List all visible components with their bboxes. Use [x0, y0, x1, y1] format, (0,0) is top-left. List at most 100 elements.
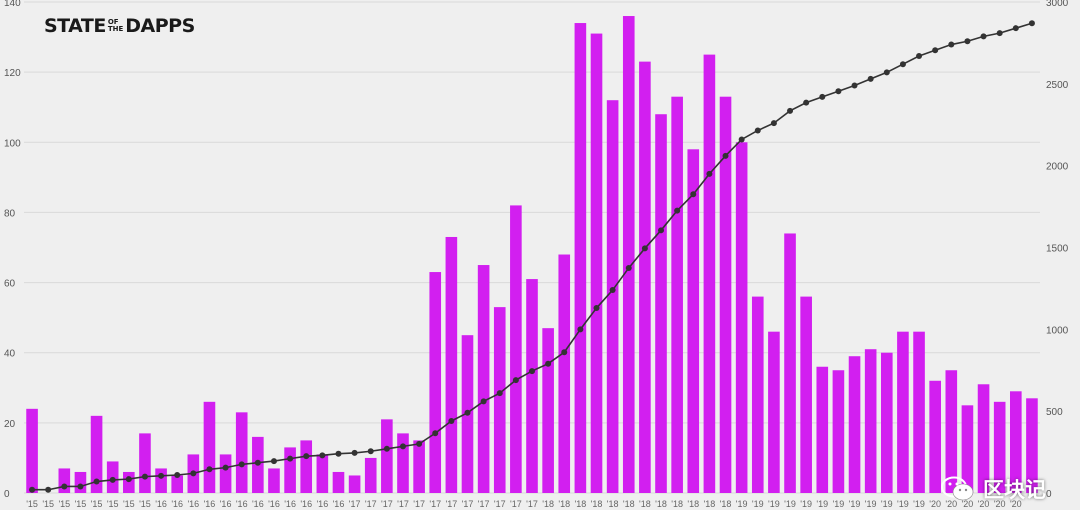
logo-text-state: STATE — [44, 15, 106, 37]
x-tick-label: '18 — [607, 499, 619, 509]
x-tick-label: '19 — [913, 499, 925, 509]
line-point — [335, 450, 342, 457]
bar — [655, 114, 667, 493]
line-point — [254, 459, 261, 466]
x-tick-label: '18 — [542, 499, 554, 509]
bar — [1010, 391, 1022, 493]
left-tick-label: 80 — [4, 208, 16, 219]
line-point — [770, 120, 777, 127]
line-point — [141, 473, 148, 480]
x-tick-label: '16 — [333, 499, 345, 509]
line-point — [690, 191, 697, 198]
bar — [816, 366, 829, 493]
x-tick-label: '18 — [704, 499, 716, 509]
bar — [203, 401, 216, 493]
line-point — [787, 107, 794, 114]
bar — [606, 100, 619, 493]
bar — [493, 307, 506, 493]
line-point — [835, 88, 842, 95]
x-tick-label: '19 — [849, 499, 861, 509]
bar — [993, 401, 1006, 493]
x-tick-label: '17 — [349, 499, 361, 509]
line-point — [964, 38, 971, 45]
line-point — [109, 476, 116, 483]
x-tick-label: '15 — [107, 499, 119, 509]
state-of-the-dapps-logo: STATE OF THE DAPPS — [44, 15, 195, 37]
right-axis-ticks: 0 500 1000 1500 2000 2500 3000 — [1046, 0, 1069, 500]
line-point — [625, 264, 632, 271]
x-tick-label: '17 — [381, 499, 393, 509]
x-tick-label: '16 — [268, 499, 280, 509]
logo-text-the: THE — [107, 25, 124, 33]
bar — [413, 440, 425, 493]
line-point — [932, 47, 939, 54]
line-point — [738, 136, 745, 143]
x-tick-label: '18 — [591, 499, 603, 509]
bar — [300, 440, 313, 493]
bar — [155, 468, 167, 493]
line-point — [545, 360, 552, 367]
line-point — [1012, 25, 1019, 32]
bar — [945, 370, 958, 493]
x-tick-label: '17 — [413, 499, 425, 509]
line-point — [496, 390, 503, 397]
left-tick-label: 60 — [4, 279, 16, 290]
line-point — [480, 398, 487, 405]
bar — [332, 471, 345, 493]
bar — [510, 205, 522, 493]
x-tick-label: '15 — [91, 499, 103, 509]
right-tick-label: 1500 — [1046, 244, 1069, 255]
line-point — [819, 93, 826, 100]
line-point — [77, 483, 84, 490]
line-point — [270, 458, 277, 465]
logo-text-of: OF — [107, 18, 119, 26]
x-tick-label: '16 — [220, 499, 232, 509]
bar — [139, 433, 151, 493]
x-axis-ticks: '15 '15 '15 '15 '15 '15 '15 '15 '16 '16 '16 '16 '16 '… — [26, 499, 1021, 509]
logo-small-text: OF THE — [108, 19, 123, 33]
bar — [977, 384, 990, 493]
right-tick-label: 1000 — [1046, 325, 1069, 336]
bar — [848, 356, 861, 493]
line-point — [561, 349, 568, 356]
line-point — [190, 470, 197, 477]
x-tick-label: '17 — [526, 499, 538, 509]
line-point — [996, 30, 1003, 37]
line-point — [416, 440, 423, 447]
bar — [526, 279, 538, 493]
bar — [1026, 398, 1038, 493]
x-tick-label: '17 — [510, 499, 522, 509]
x-tick-label: '16 — [236, 499, 248, 509]
x-tick-label: '20 — [994, 499, 1006, 509]
line-point — [125, 476, 132, 483]
bar — [622, 16, 635, 494]
right-tick-label: 3000 — [1046, 0, 1069, 9]
x-tick-label: '17 — [397, 499, 409, 509]
x-tick-label: '16 — [171, 499, 183, 509]
x-tick-label: '17 — [462, 499, 474, 509]
bar — [897, 331, 909, 493]
bar — [477, 265, 490, 493]
right-tick-label: 2500 — [1046, 80, 1069, 91]
right-tick-label: 0 — [1046, 489, 1052, 500]
x-tick-label: '20 — [1010, 499, 1022, 509]
x-tick-label: '18 — [655, 499, 667, 509]
watermark: 区块记 — [941, 474, 1046, 504]
x-tick-label: '17 — [445, 499, 457, 509]
bar — [558, 254, 571, 493]
bar — [348, 475, 361, 493]
bar — [687, 149, 700, 494]
bar — [123, 471, 135, 493]
x-tick-label: '19 — [736, 499, 748, 509]
left-tick-label: 100 — [4, 138, 21, 149]
bar — [719, 96, 732, 493]
line-point — [45, 486, 52, 493]
line-point — [883, 69, 890, 76]
bar — [364, 457, 377, 493]
x-tick-label: '16 — [204, 499, 216, 509]
line-point — [674, 207, 681, 214]
line-point — [303, 453, 310, 460]
line-point — [351, 449, 358, 456]
bar — [26, 408, 38, 493]
